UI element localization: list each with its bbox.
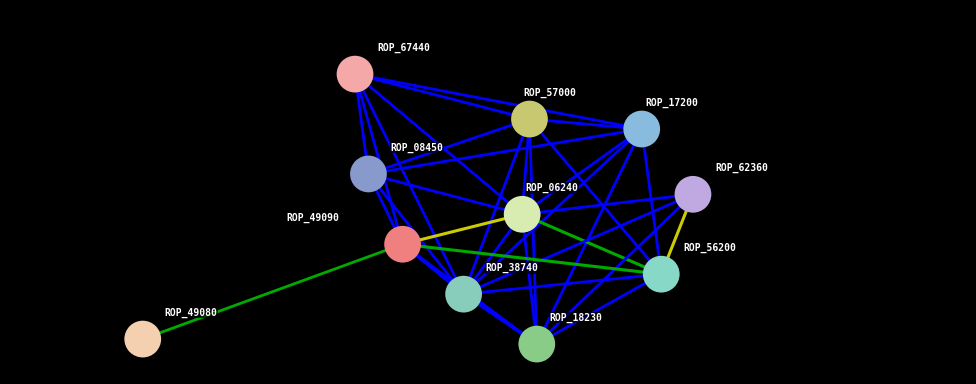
- Text: ROP_38740: ROP_38740: [486, 263, 539, 273]
- Text: ROP_62360: ROP_62360: [714, 163, 768, 173]
- Text: ROP_18230: ROP_18230: [549, 313, 602, 323]
- Text: ROP_49080: ROP_49080: [165, 308, 218, 318]
- Text: ROP_08450: ROP_08450: [390, 142, 443, 153]
- Point: [456, 291, 471, 297]
- Text: ROP_06240: ROP_06240: [526, 183, 579, 193]
- Text: ROP_57000: ROP_57000: [523, 88, 576, 98]
- Text: ROP_49090: ROP_49090: [287, 213, 340, 223]
- Point: [347, 71, 363, 77]
- Text: ROP_67440: ROP_67440: [377, 43, 429, 53]
- Point: [361, 171, 377, 177]
- Text: ROP_56200: ROP_56200: [683, 243, 736, 253]
- Point: [135, 336, 150, 342]
- Text: ROP_17200: ROP_17200: [645, 98, 698, 108]
- Point: [521, 116, 537, 122]
- Point: [634, 126, 650, 132]
- Point: [514, 211, 530, 217]
- Point: [529, 341, 545, 347]
- Point: [653, 271, 669, 277]
- Point: [685, 191, 701, 197]
- Point: [394, 241, 411, 247]
